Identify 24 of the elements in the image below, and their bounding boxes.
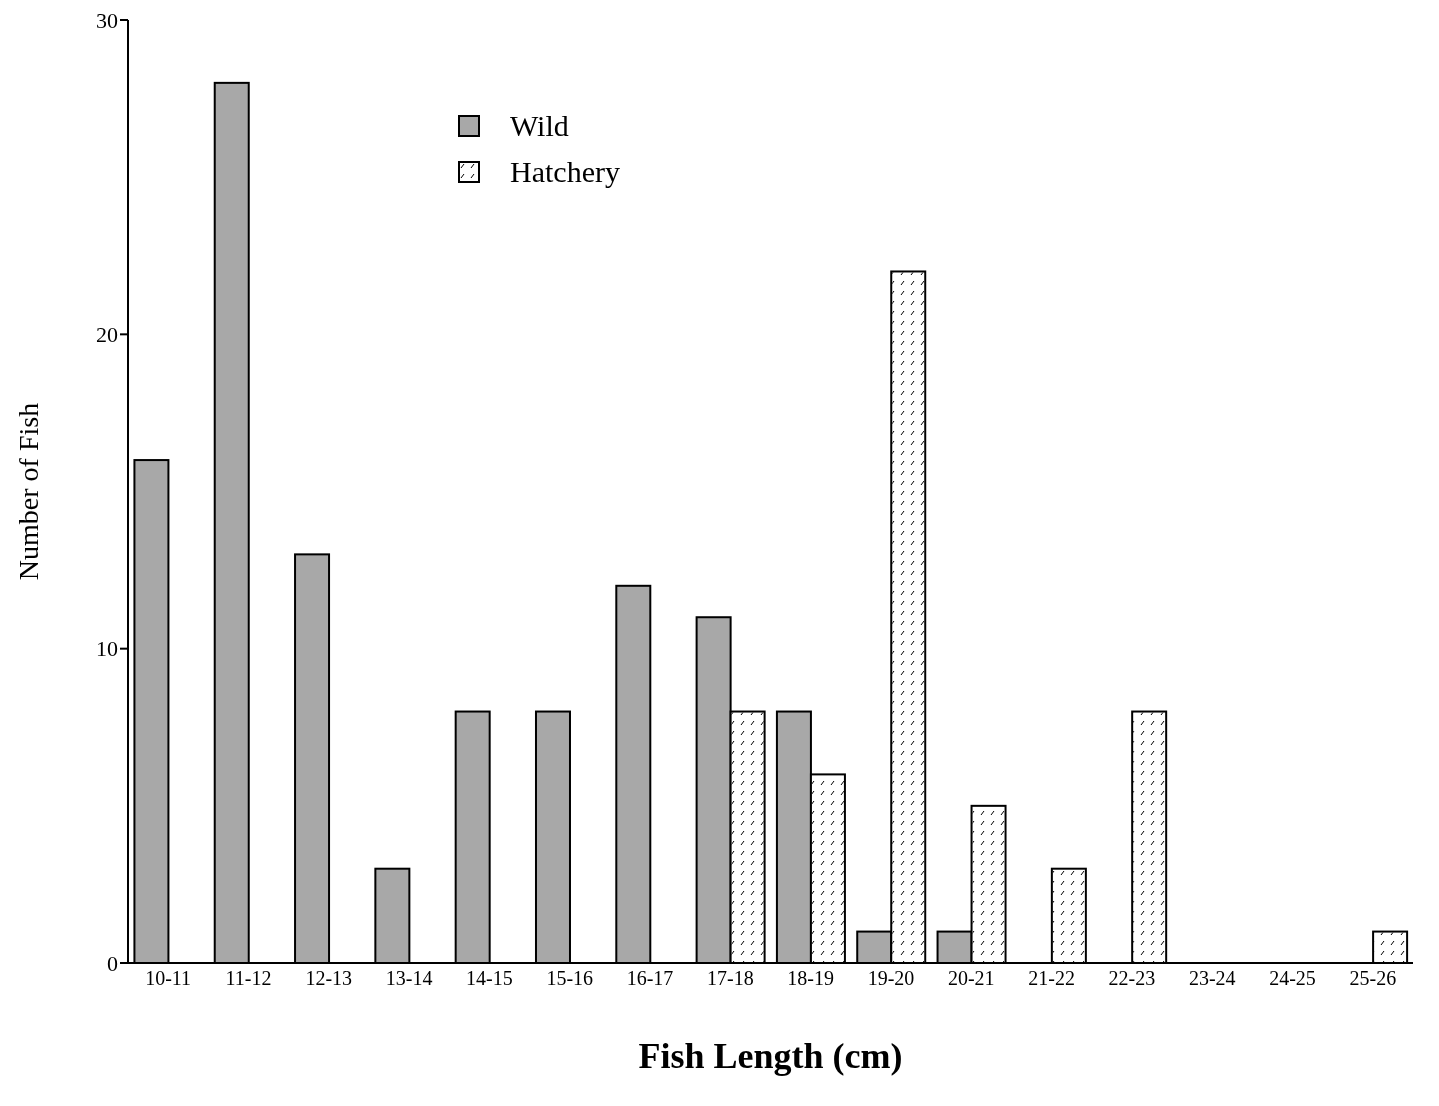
x-axis-title: Fish Length (cm) — [638, 1036, 903, 1076]
y-tick-label: 30 — [96, 7, 118, 33]
x-tick-label: 20-21 — [947, 967, 995, 990]
x-tick-label: 22-23 — [1108, 967, 1156, 990]
x-tick-label: 23-24 — [1188, 967, 1236, 990]
x-tick-label: 17-18 — [707, 967, 754, 990]
x-tick-label: 19-20 — [867, 967, 915, 990]
x-tick-label: 11-12 — [225, 967, 272, 990]
y-axis-title: Number of Fish — [12, 402, 44, 581]
x-tick-label: 13-14 — [385, 967, 433, 990]
x-tick-label: 10-11 — [145, 967, 192, 990]
x-tick-label: 21-22 — [1028, 967, 1075, 990]
y-tick-label: 0 — [107, 950, 118, 976]
x-tick-label: 18-19 — [787, 967, 834, 990]
legend-label: Hatchery — [510, 154, 620, 190]
legend-label: Wild — [510, 108, 569, 144]
x-tick-label: 12-13 — [305, 967, 353, 990]
x-tick-label: 14-15 — [466, 967, 513, 990]
x-tick-label: 25-26 — [1349, 967, 1397, 990]
y-tick-label: 20 — [96, 322, 118, 348]
x-tick-label: 16-17 — [626, 967, 674, 990]
x-tick-label: 15-16 — [546, 967, 594, 990]
y-tick-label: 10 — [96, 636, 118, 662]
x-tick-label: 24-25 — [1269, 967, 1316, 990]
